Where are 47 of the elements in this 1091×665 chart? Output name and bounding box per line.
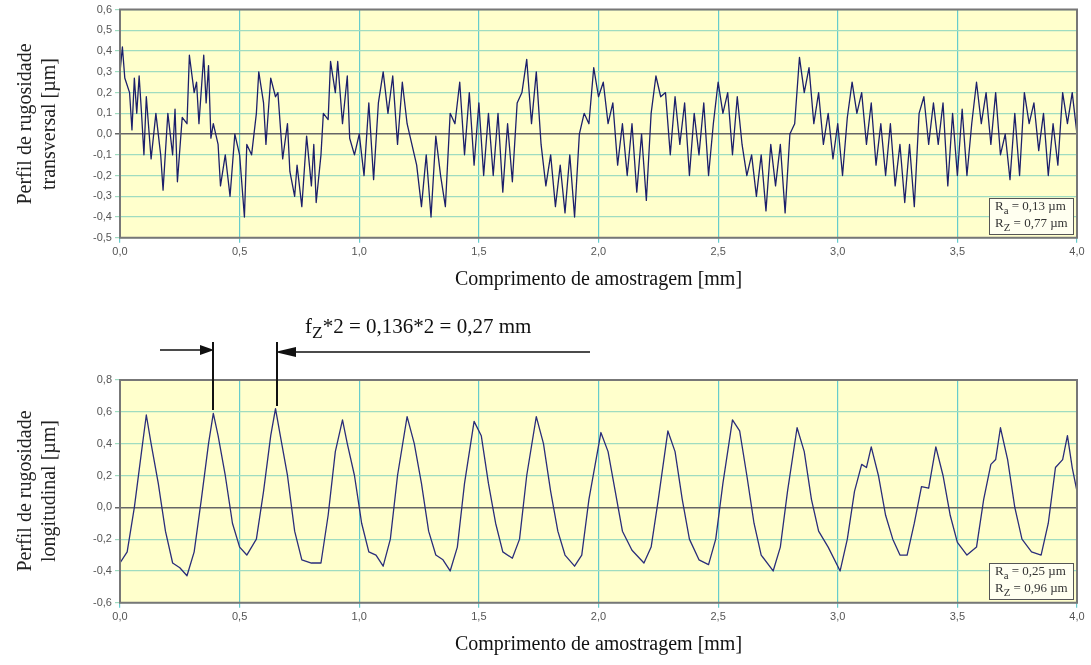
x-tick-label: 2,0 (590, 610, 607, 623)
x-axis-title: Comprimento de amostragem [mm] (454, 267, 743, 291)
annotation: R$_{a}$ = 0,13 µm (995, 197, 1067, 217)
y-tick-label: 0,6 (96, 2, 112, 15)
y-tick-label: 0,1 (96, 106, 112, 119)
y-tick-label: 0,0 (96, 127, 112, 140)
y-tick-label: 0,4 (96, 44, 112, 57)
y-tick-label: 0,6 (96, 404, 112, 417)
y-tick-label: -0,2 (93, 168, 112, 181)
x-tick-label: 0,5 (231, 245, 248, 258)
y-tick-label: -0,2 (93, 532, 112, 545)
x-tick-label: 1,5 (471, 245, 487, 258)
y-tick-label: -0,6 (93, 595, 112, 608)
x-tick-label: 0,5 (231, 610, 248, 623)
y-axis-title: Perfil de rugosidade longitudinal [µm] (12, 409, 60, 574)
y-tick-label: -0,4 (93, 564, 112, 576)
y-tick-label: 0,0 (96, 500, 112, 513)
y-tick-label: 0,3 (96, 64, 112, 77)
x-tick-label: 0,0 (112, 610, 128, 623)
x-tick-label: 4,0 (1069, 245, 1085, 258)
x-tick-label: 1,5 (471, 610, 487, 623)
x-tick-label: 3,0 (830, 610, 846, 623)
x-tick-label: 1,0 (351, 610, 367, 623)
x-tick-label: 3,5 (949, 245, 966, 258)
x-tick-label: 1,0 (351, 245, 367, 258)
annotation: R$_{Z}$ = 0,77 µm (995, 215, 1068, 234)
y-tick-label: 0,8 (96, 373, 112, 386)
y-tick-label: 0,2 (96, 468, 112, 481)
text: f$_{Z}$*2 = 0,136*2 = 0,27 mm (305, 314, 532, 344)
x-tick-label: 3,0 (830, 245, 846, 258)
x-tick-label: 2,5 (710, 245, 726, 258)
y-tick-label: -0,1 (93, 147, 112, 160)
y-tick-label: -0,3 (93, 189, 112, 202)
y-axis-title: Perfil de rugosidade transversal [µm] (12, 42, 60, 207)
x-tick-label: 0,0 (112, 245, 128, 258)
x-tick-label: 3,5 (949, 610, 966, 623)
y-tick-label: 0,5 (96, 23, 112, 36)
x-tick-label: 2,5 (710, 610, 726, 623)
y-tick-label: 0,2 (96, 85, 112, 98)
y-tick-label: -0,4 (93, 210, 112, 223)
y-tick-label: -0,5 (93, 230, 112, 243)
x-tick-label: 4,0 (1069, 610, 1085, 623)
annotation: R$_{Z}$ = 0,96 µm (995, 580, 1068, 599)
annotation: R$_{a}$ = 0,25 µm (995, 562, 1067, 582)
x-tick-label: 2,0 (590, 245, 607, 258)
x-axis-title: Comprimento de amostragem [mm] (454, 632, 743, 656)
y-tick-label: 0,4 (96, 436, 112, 449)
